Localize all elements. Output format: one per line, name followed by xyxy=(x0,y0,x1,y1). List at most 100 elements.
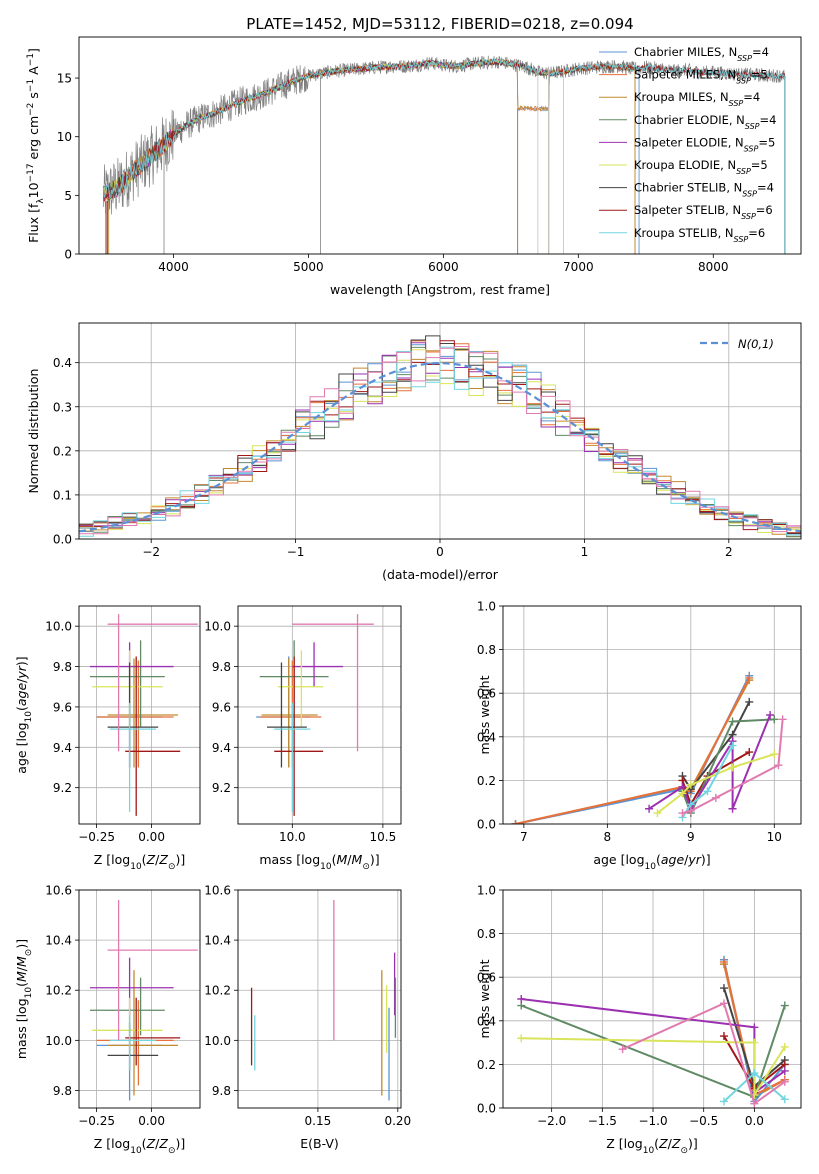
weight-marker xyxy=(703,787,712,796)
y-axis-label: mass [log10(M/M⊙)] xyxy=(14,939,34,1059)
y-axis-label-part: ( xyxy=(14,982,29,987)
y-axis-label-part: 10 xyxy=(24,987,34,999)
legend-entry-tail: =4 xyxy=(743,90,760,104)
y-tick-label: 0.6 xyxy=(477,687,496,701)
x-axis-label: (data-model)/error xyxy=(382,567,499,582)
y-tick-label: 0.0 xyxy=(477,818,496,832)
x-axis-label-part: M xyxy=(352,852,363,867)
weight-marker xyxy=(728,804,737,813)
weight-marker xyxy=(745,697,754,706)
x-axis-label: Z [log10(Z/Z⊙)] xyxy=(606,1136,698,1156)
x-tick-label: 0.20 xyxy=(384,1114,411,1128)
y-axis-label-part: −1 xyxy=(26,53,36,66)
legend-entry-tail: =6 xyxy=(756,203,773,217)
axes-frame xyxy=(78,889,201,1109)
x-axis-label: wavelength [Angstrom, rest frame] xyxy=(330,282,550,297)
x-axis-label-part: Z xyxy=(158,1136,168,1151)
weight-marker xyxy=(780,1095,789,1104)
y-axis-label-part: A xyxy=(26,66,41,79)
y-tick-label: 0.4 xyxy=(477,730,496,744)
weight-marker xyxy=(780,1001,789,1010)
y-tick-label: 10.6 xyxy=(45,884,72,898)
weight-marker xyxy=(770,750,779,759)
histogram-step xyxy=(79,346,801,537)
x-axis-label: Z [log10(Z/Z⊙)] xyxy=(94,852,186,872)
page-title: PLATE=1452, MJD=53112, FIBERID=0218, z=0… xyxy=(246,15,633,33)
legend-entry-main: Kroupa ELODIE, N xyxy=(634,158,736,172)
weight-marker xyxy=(780,1066,789,1075)
x-axis-label-part: )] xyxy=(175,852,185,867)
y-tick-label: 0 xyxy=(64,248,72,262)
y-axis-label-part: M xyxy=(14,971,29,982)
y-tick-label: 9.2 xyxy=(212,781,231,795)
y-axis-label-part: / xyxy=(14,966,29,971)
legend-entry-sub: SSP xyxy=(729,99,744,108)
panel-weight_vs_Z: −2.0 −1.5 −1.0 −0.5 0.0 0.0 0.2 0.4 0.6 0.8 1.0 Z [… xyxy=(477,884,802,1156)
legend-entry-sub: SSP xyxy=(745,121,760,130)
x-axis-label: E(B-V) xyxy=(300,1136,339,1151)
x-tick-label: 4000 xyxy=(158,260,189,274)
y-tick-label: 0.0 xyxy=(53,533,72,547)
y-axis-label-part: 10 xyxy=(26,182,41,198)
y-axis-label: age [log10(age/yr)] xyxy=(14,656,34,773)
weight-marker xyxy=(728,717,737,726)
x-tick-label: 8000 xyxy=(698,260,729,274)
legend-entry-tail: =6 xyxy=(748,226,765,240)
gaussian-curve xyxy=(79,361,801,533)
y-tick-label: 10.0 xyxy=(45,1034,72,1048)
legend-entry: Chabrier MILES, NSSP=4 xyxy=(634,45,769,63)
x-axis-label-part: Z [log xyxy=(606,1136,642,1151)
x-axis-label-part: / xyxy=(155,852,160,867)
y-axis-label-part: ] xyxy=(26,48,41,53)
weight-line xyxy=(681,751,750,807)
x-axis-label-part: Z xyxy=(158,852,168,867)
x-axis-label-part: )] xyxy=(701,852,711,867)
legend-entry-tail: =5 xyxy=(751,158,768,172)
x-axis-label-part: Z xyxy=(146,852,156,867)
x-axis-label: age [log10(age/yr)] xyxy=(593,852,710,872)
y-axis-label-part: )] xyxy=(14,656,29,666)
weight-line xyxy=(681,701,751,791)
legend-entry-tail: =4 xyxy=(760,113,777,127)
legend-entry: Kroupa STELIB, NSSP=6 xyxy=(634,226,765,244)
x-tick-label: 0.0 xyxy=(745,1114,764,1128)
x-axis-label-part: ( xyxy=(332,852,337,867)
x-axis-label-part: )] xyxy=(370,852,380,867)
y-tick-label: 9.4 xyxy=(212,741,231,755)
legend-entry: Salpeter MILES, NSSP=5 xyxy=(634,68,768,86)
y-tick-label: 10.0 xyxy=(204,1034,231,1048)
weight-line xyxy=(656,753,775,814)
x-tick-label: −1 xyxy=(287,545,305,559)
plot-area xyxy=(102,55,786,254)
x-axis-label-part: M xyxy=(337,852,348,867)
legend-entry: Salpeter STELIB, NSSP=6 xyxy=(634,203,773,221)
weight-marker xyxy=(750,1038,759,1047)
y-axis-label-part: M xyxy=(14,956,29,967)
weight-marker xyxy=(653,809,662,818)
y-axis-label-part: / xyxy=(14,678,29,683)
weight-marker xyxy=(750,1023,759,1032)
y-axis-label-part: ⊙ xyxy=(24,949,34,957)
weight-line xyxy=(515,677,751,824)
weight-marker xyxy=(678,809,687,818)
axes-frame xyxy=(78,605,201,825)
weight-marker xyxy=(618,1045,627,1054)
x-tick-label: −0.25 xyxy=(78,1114,115,1128)
y-axis-label: Flux [fλ10−17 erg cm−2 s−1 A−1] xyxy=(26,48,46,243)
x-axis-label-part: )] xyxy=(688,1136,698,1151)
y-axis-label-part: −17 xyxy=(26,163,36,182)
legend-entry: Kroupa ELODIE, NSSP=5 xyxy=(634,158,768,176)
y-tick-label: 0.4 xyxy=(53,356,72,370)
weight-marker xyxy=(728,741,737,750)
weight-marker xyxy=(750,1099,759,1108)
y-tick-label: 9.8 xyxy=(212,1084,231,1098)
weight-line xyxy=(515,679,751,824)
x-tick-label: 1 xyxy=(581,545,589,559)
axes-frame xyxy=(237,889,402,1109)
legend-entry-main: Chabrier STELIB, N xyxy=(634,181,742,195)
weight-marker xyxy=(678,789,687,798)
weight-marker xyxy=(780,1077,789,1086)
x-axis-label: Z [log10(Z/Z⊙)] xyxy=(94,1136,186,1156)
